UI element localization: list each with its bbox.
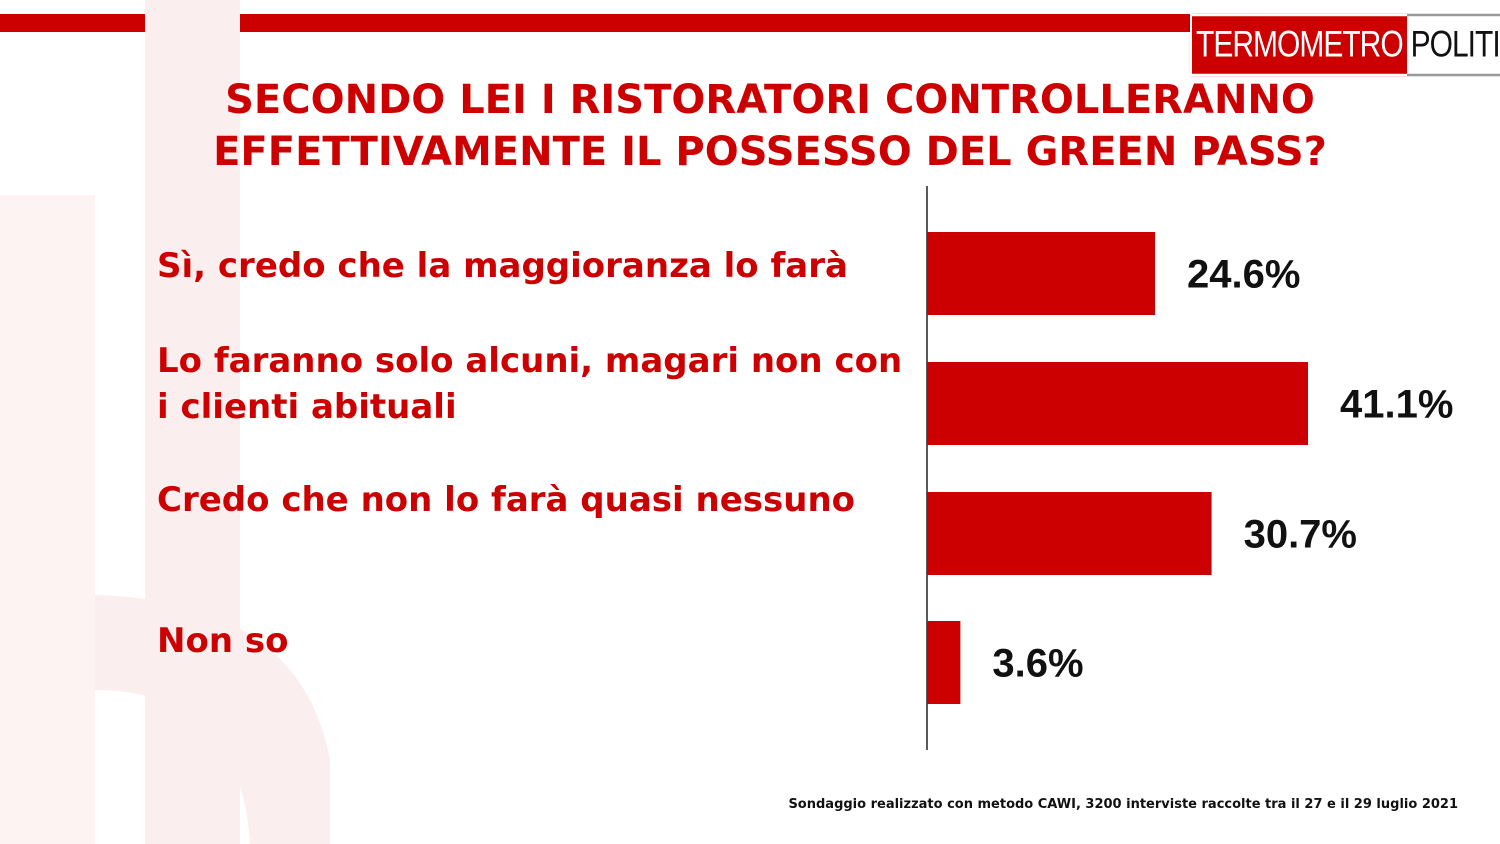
top-accent-bar bbox=[0, 14, 1500, 32]
chart-title: SECONDO LEI I RISTORATORI CONTROLLERANNO… bbox=[213, 77, 1327, 175]
termometro-politico-logo: TERMOMETRO POLITICO bbox=[1190, 13, 1500, 77]
background-watermark bbox=[0, 0, 330, 844]
data-label: 3.6% bbox=[992, 642, 1083, 686]
bar bbox=[927, 362, 1308, 445]
bar bbox=[927, 492, 1212, 575]
bar bbox=[927, 232, 1156, 315]
logo-text-right: POLITICO bbox=[1406, 13, 1500, 77]
category-label: Non so bbox=[157, 621, 289, 661]
category-label: Sì, credo che la maggioranza lo farà bbox=[157, 246, 848, 286]
data-label: 30.7% bbox=[1244, 513, 1357, 557]
logo-text-left: TERMOMETRO bbox=[1190, 13, 1407, 77]
data-label: 24.6% bbox=[1187, 253, 1300, 297]
bar bbox=[927, 621, 961, 704]
category-label: Credo che non lo farà quasi nessuno bbox=[157, 480, 856, 520]
survey-footnote: Sondaggio realizzato con metodo CAWI, 32… bbox=[788, 797, 1458, 812]
category-label: Lo faranno solo alcuni, magari non con i… bbox=[157, 341, 903, 427]
data-label: 41.1% bbox=[1340, 383, 1453, 427]
